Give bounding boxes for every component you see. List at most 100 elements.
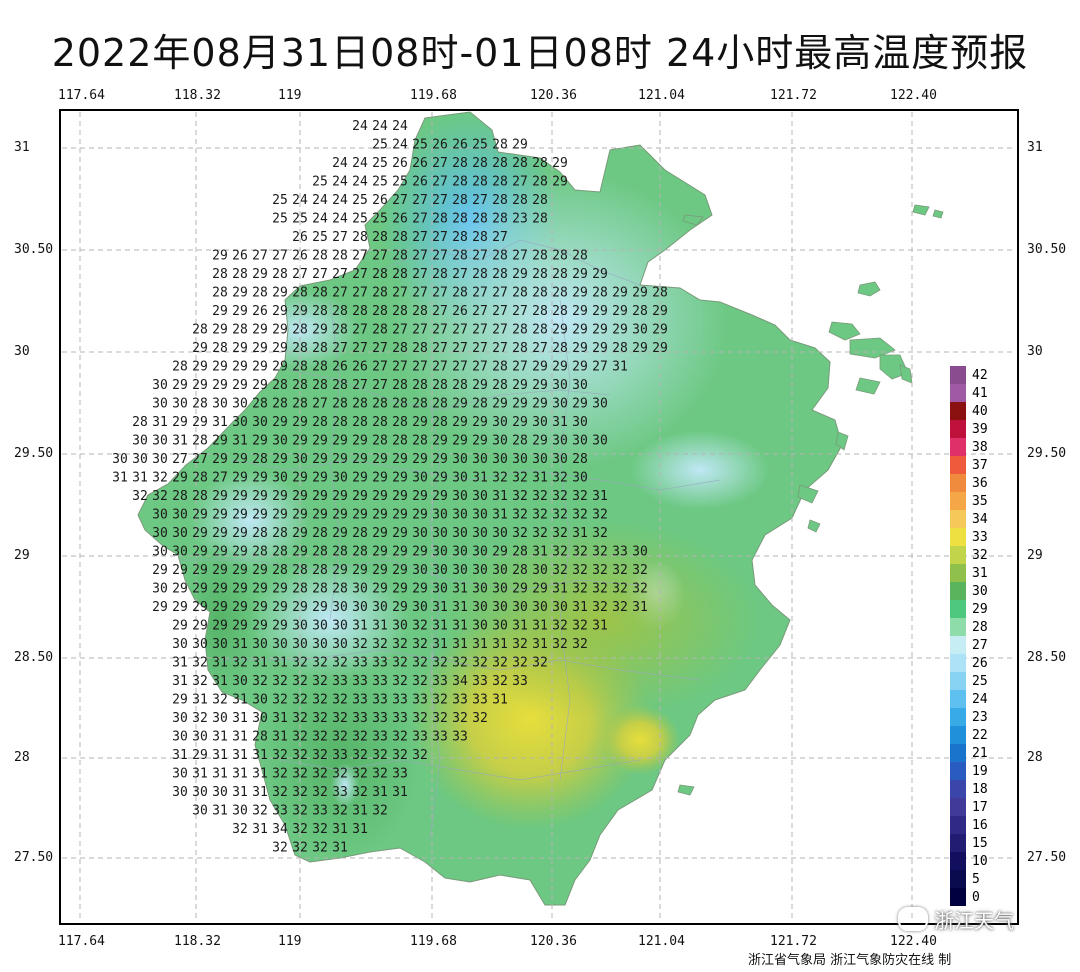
- temp-value: 24: [312, 212, 328, 227]
- temp-value: 27: [332, 341, 348, 356]
- temp-value: 33: [392, 767, 408, 782]
- temp-value: 28: [492, 193, 508, 208]
- temp-value: 25: [272, 212, 288, 227]
- temp-value: 32: [372, 637, 388, 652]
- temp-value: 33: [332, 785, 348, 800]
- temp-value: 30: [532, 600, 548, 615]
- temp-value: 32: [352, 767, 368, 782]
- temp-value: 28: [312, 360, 328, 375]
- temp-value: 29: [552, 156, 568, 171]
- temp-value: 27: [352, 323, 368, 338]
- temp-value: 31: [232, 637, 248, 652]
- temp-value: 31: [332, 841, 348, 856]
- temp-value: 31: [212, 674, 228, 689]
- temp-value: 26: [392, 156, 408, 171]
- legend-swatch-25: [950, 672, 966, 690]
- legend-swatch-16: [950, 816, 966, 834]
- temp-value: 27: [452, 360, 468, 375]
- wechat-icon: [898, 907, 928, 931]
- temp-value: 27: [492, 286, 508, 301]
- temp-value: 28: [192, 434, 208, 449]
- temp-value: 29: [412, 508, 428, 523]
- temp-value: 29: [232, 600, 248, 615]
- temp-value: 32: [272, 767, 288, 782]
- graticule: [62, 112, 1016, 922]
- temp-value: 29: [392, 508, 408, 523]
- temp-value: 27: [432, 341, 448, 356]
- temp-value: 28: [312, 341, 328, 356]
- temp-value: 32: [292, 674, 308, 689]
- temp-value: 30: [452, 452, 468, 467]
- temp-value: 30: [472, 582, 488, 597]
- temp-value: 32: [592, 508, 608, 523]
- temp-value: 29: [212, 563, 228, 578]
- x-tick-bot-2: 119: [278, 934, 302, 949]
- temp-value: 31: [592, 619, 608, 634]
- temp-value: 29: [532, 434, 548, 449]
- y-tick-left-0: 31: [14, 140, 30, 155]
- temp-value: 30: [232, 674, 248, 689]
- temp-value: 29: [392, 471, 408, 486]
- temp-value: 32: [332, 711, 348, 726]
- temp-value: 28: [352, 526, 368, 541]
- temp-value: 31: [252, 656, 268, 671]
- x-tick-top-7: 122.40: [890, 88, 937, 103]
- temp-value: 28: [252, 286, 268, 301]
- temp-value: 24: [392, 138, 408, 153]
- temp-value: 28: [332, 582, 348, 597]
- legend-label-23: 23: [972, 710, 988, 725]
- temp-value: 33: [392, 711, 408, 726]
- temp-value: 32: [412, 656, 428, 671]
- legend-swatch-19: [950, 762, 966, 780]
- temp-value: 29: [212, 526, 228, 541]
- temp-value: 29: [172, 582, 188, 597]
- temp-value: 30: [532, 563, 548, 578]
- temp-value: 29: [212, 619, 228, 634]
- temp-value: 29: [192, 508, 208, 523]
- temp-value: 29: [472, 415, 488, 430]
- temp-value: 29: [392, 526, 408, 541]
- temp-value: 29: [412, 545, 428, 560]
- temp-value: 31: [212, 730, 228, 745]
- temp-value: 28: [472, 267, 488, 282]
- legend-swatch-41: [950, 384, 966, 402]
- temp-value: 30: [492, 600, 508, 615]
- temp-value: 24: [332, 156, 348, 171]
- legend-label-32: 32: [972, 548, 988, 563]
- temp-value: 28: [412, 304, 428, 319]
- temp-value: 31: [212, 767, 228, 782]
- temp-value: 28: [192, 323, 208, 338]
- x-tick-bot-0: 117.64: [58, 934, 105, 949]
- y-tick-right-4: 29: [1027, 548, 1043, 563]
- temp-value: 27: [392, 360, 408, 375]
- temp-value: 28: [312, 286, 328, 301]
- temp-value: 29: [652, 341, 668, 356]
- temp-value: 30: [452, 508, 468, 523]
- temp-value: 27: [432, 193, 448, 208]
- temp-value: 33: [352, 711, 368, 726]
- temp-value: 31: [512, 619, 528, 634]
- temp-value: 30: [172, 730, 188, 745]
- temp-value: 30: [572, 471, 588, 486]
- temp-value: 30: [312, 637, 328, 652]
- temp-value: 29: [212, 360, 228, 375]
- temp-value: 30: [212, 637, 228, 652]
- temp-value: 28: [172, 360, 188, 375]
- temp-value: 31: [432, 600, 448, 615]
- temp-value: 31: [272, 730, 288, 745]
- temp-value: 25: [312, 175, 328, 190]
- temp-value: 28: [312, 563, 328, 578]
- temp-value: 28: [532, 249, 548, 264]
- temp-value: 27: [472, 249, 488, 264]
- temp-value: 30: [472, 545, 488, 560]
- temp-value: 29: [172, 693, 188, 708]
- temp-value: 29: [252, 471, 268, 486]
- temp-value: 31: [572, 600, 588, 615]
- temp-value: 24: [352, 119, 368, 134]
- temp-value: 30: [172, 711, 188, 726]
- temp-value: 31: [172, 434, 188, 449]
- temp-value: 27: [492, 230, 508, 245]
- temp-value: 28: [512, 434, 528, 449]
- temp-value: 27: [452, 267, 468, 282]
- temp-value: 28: [172, 489, 188, 504]
